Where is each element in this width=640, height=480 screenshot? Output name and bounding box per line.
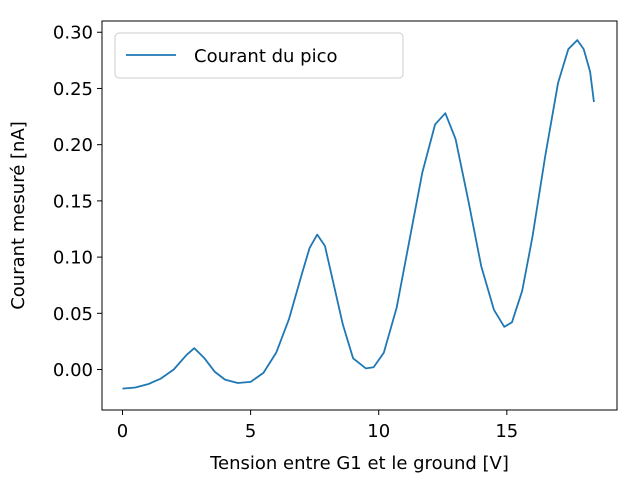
y-tick-label: 0.00 bbox=[53, 360, 93, 381]
x-tick-label: 5 bbox=[245, 421, 256, 442]
y-tick-label: 0.20 bbox=[53, 135, 93, 156]
series-line-0 bbox=[122, 39, 595, 390]
series-layer bbox=[122, 39, 595, 390]
y-tick-label: 0.15 bbox=[53, 191, 93, 212]
legend-label-courant-du-pico: Courant du pico bbox=[194, 46, 338, 67]
y-axis-label: Courant mesuré [nA] bbox=[8, 121, 29, 310]
y-tick-label: 0.05 bbox=[53, 304, 93, 325]
x-tick-label: 0 bbox=[117, 421, 128, 442]
y-tick-label: 0.30 bbox=[53, 23, 93, 44]
x-axis-label: Tension entre G1 et le ground [V] bbox=[209, 453, 509, 474]
legend: Courant du pico bbox=[114, 32, 404, 79]
x-tick-label: 15 bbox=[495, 421, 518, 442]
plot-background bbox=[102, 21, 617, 410]
plot-frame bbox=[101, 20, 618, 411]
legend-box bbox=[114, 32, 404, 79]
y-axis-ticks: 0.00 0.05 0.10 0.15 0.20 0.25 0.30 bbox=[53, 23, 102, 381]
x-axis-ticks: 0 5 10 15 bbox=[117, 410, 518, 442]
y-tick-label: 0.10 bbox=[53, 248, 93, 269]
y-tick-label: 0.25 bbox=[53, 79, 93, 100]
x-tick-label: 10 bbox=[367, 421, 390, 442]
